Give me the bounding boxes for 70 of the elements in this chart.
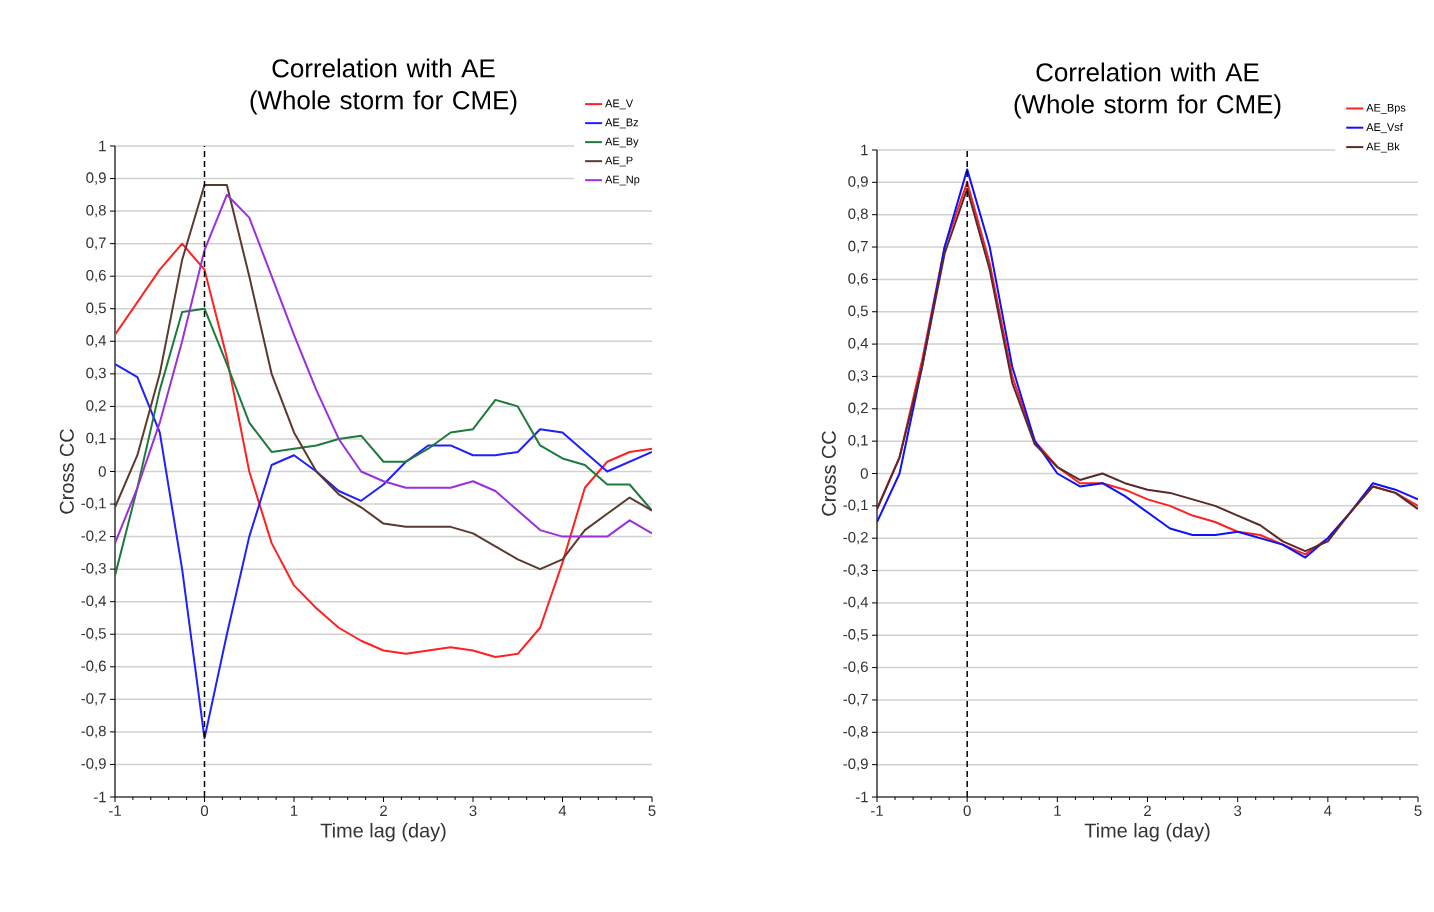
y-tick-label: -0,4 [81,595,107,608]
y-tick-label: -0,9 [81,758,106,771]
x-tick-label: 1 [1054,805,1061,816]
y-axis-title: Cross CC [59,429,74,514]
x-tick-label: 2 [1144,805,1151,816]
y-tick-label: 0,9 [848,176,868,189]
x-tick-label: -1 [871,805,883,816]
y-tick-label: 1 [99,140,106,152]
y-tick-label: -0,7 [843,693,868,707]
y-tick-label: -0,6 [843,661,868,674]
y-tick-label: 0,7 [848,240,868,254]
y-tick-label: 0,6 [86,270,106,283]
y-tick-label: 0,9 [86,172,106,185]
x-tick-label: 5 [648,805,656,816]
x-tick-label: 2 [380,805,387,816]
legend-label: AE_Bk [1366,142,1400,153]
y-tick-label: 0 [98,466,106,477]
y-tick-label: -0,5 [81,628,106,641]
y-tick-label: 0,1 [86,432,106,446]
y-tick-label: 1 [861,144,868,156]
y-tick-label: 0,5 [86,302,106,315]
x-tick-label: 5 [1414,805,1422,816]
y-tick-label: -1 [855,791,868,803]
legend-label: AE_P [605,156,633,167]
legend-label: AE_Bz [605,118,639,129]
y-tick-label: 0,2 [86,400,106,413]
y-tick-label: 0,8 [86,204,106,218]
x-tick-label: 3 [469,805,477,817]
chart-title: Correlation with AE (Whole storm for CME) [1014,62,1281,119]
x-tick-label: 3 [1234,805,1242,817]
y-tick-label: 0,4 [86,335,107,348]
y-tick-label: -0,9 [843,758,868,771]
y-tick-label: -0,1 [81,497,106,511]
y-tick-label: -1 [93,791,106,803]
y-tick-label: -0,5 [843,629,868,642]
x-tick-label: 4 [558,805,567,816]
y-tick-label: 0,3 [848,370,868,383]
y-tick-label: 0,3 [86,367,106,381]
legend-label: AE_Np [605,175,640,186]
x-axis-title: Time lag (day) [1084,822,1210,842]
y-axis-title: Cross CC [821,431,836,516]
y-tick-label: -0,4 [843,596,869,610]
y-tick-label: -0,7 [81,693,106,706]
x-tick-label: 0 [200,805,209,817]
y-tick-label: 0,8 [848,208,868,221]
x-axis-title: Time lag (day) [320,822,446,842]
x-tick-label: 0 [963,805,971,817]
x-tick-label: -1 [109,805,121,816]
legend-label: AE_Bps [1366,103,1406,114]
x-tick-label: 1 [290,805,298,816]
y-tick-label: -0,2 [843,532,868,545]
y-tick-label: 0 [860,468,868,479]
y-tick-label: -0,8 [843,726,868,739]
legend-label: AE_Vsf [1366,122,1403,134]
y-tick-label: -0,8 [81,725,106,739]
y-tick-label: 0,1 [848,434,868,448]
legend-label: AE_V [605,99,634,110]
legend-label: AE_By [605,137,639,148]
y-tick-label: -0,6 [81,660,106,673]
x-tick-label: 4 [1324,805,1332,816]
y-tick-label: 0,6 [848,273,868,286]
y-tick-label: -0,1 [843,499,868,513]
y-tick-label: -0,3 [81,562,106,576]
y-tick-label: 0,7 [86,237,106,250]
y-tick-label: -0,3 [843,564,868,577]
chart-title: Correlation with AE (Whole storm for CME) [250,58,517,115]
y-tick-label: -0,2 [81,530,106,543]
y-tick-label: 0,4 [848,337,869,351]
y-tick-label: 0,5 [848,305,868,318]
y-tick-label: 0,2 [848,402,868,415]
